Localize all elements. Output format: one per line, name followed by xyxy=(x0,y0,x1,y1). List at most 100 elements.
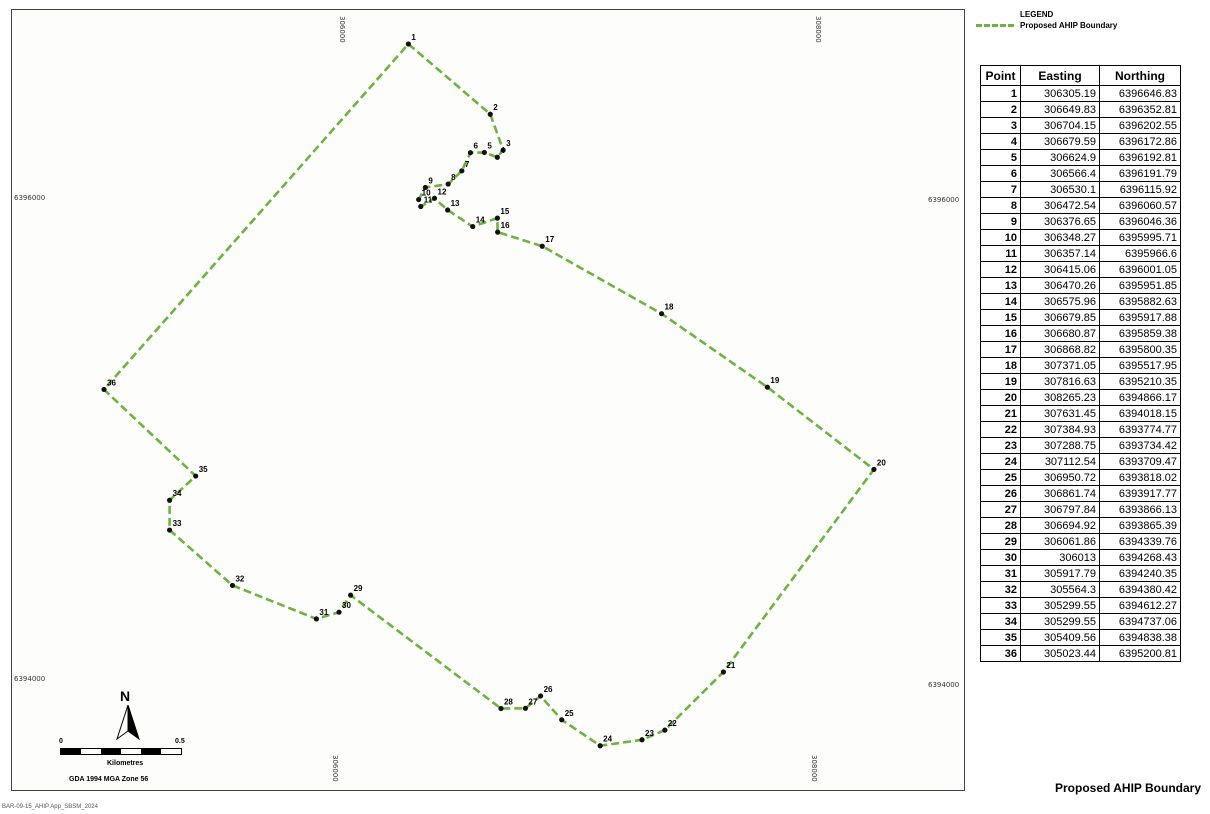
boundary-point-marker[interactable] xyxy=(720,669,727,675)
easting-cell: 307631.45 xyxy=(1020,405,1100,422)
boundary-point-marker[interactable] xyxy=(193,473,199,479)
boundary-point-marker[interactable] xyxy=(498,705,504,712)
easting-cell: 308265.23 xyxy=(1020,389,1100,406)
table-row: 11 306357.14 6395966.6 xyxy=(980,245,1181,262)
northing-cell: 6393865.39 xyxy=(1099,517,1181,534)
boundary-point-marker[interactable] xyxy=(539,243,545,249)
northing-cell: 6395951.85 xyxy=(1099,277,1181,294)
point-cell: 29 xyxy=(980,533,1021,550)
boundary-point-label: 17 xyxy=(545,235,554,244)
boundary-point-marker[interactable] xyxy=(405,41,412,47)
boundary-point-marker[interactable] xyxy=(445,181,451,187)
boundary-point-marker[interactable] xyxy=(166,527,173,533)
point-cell: 13 xyxy=(980,277,1021,294)
boundary-point-marker[interactable] xyxy=(416,196,422,203)
boundary-point-label: 6 xyxy=(473,142,478,151)
boundary-point-marker[interactable] xyxy=(764,384,770,390)
easting-cell: 307288.75 xyxy=(1020,437,1100,454)
boundary-point-label: 29 xyxy=(354,584,363,593)
table-row: 3 306704.15 6396202.55 xyxy=(980,117,1181,134)
point-cell: 7 xyxy=(980,181,1021,198)
northing-cell: 6396046.36 xyxy=(1099,213,1181,230)
point-cell: 36 xyxy=(980,645,1021,662)
boundary-point-marker[interactable] xyxy=(459,168,465,174)
northing-cell: 6396202.55 xyxy=(1099,117,1181,134)
boundary-point-marker[interactable] xyxy=(313,616,320,622)
point-cell: 31 xyxy=(980,565,1021,582)
boundary-point-marker[interactable] xyxy=(101,386,107,393)
boundary-point-marker[interactable] xyxy=(445,207,451,213)
northing-cell: 6394240.35 xyxy=(1099,565,1181,582)
boundary-point-marker[interactable] xyxy=(537,693,544,699)
boundary-point-marker[interactable] xyxy=(431,195,438,201)
northing-cell: 6395966.6 xyxy=(1099,245,1181,262)
point-cell: 27 xyxy=(980,501,1021,518)
boundary-point-marker[interactable] xyxy=(522,705,529,711)
boundary-point-marker[interactable] xyxy=(229,582,236,589)
boundary-point-marker[interactable] xyxy=(422,184,428,191)
table-row: 26 306861.74 6393917.77 xyxy=(980,485,1181,502)
map-frame[interactable]: 1 2 3 4 5 6 7 8 9 10 11 12 13 14 15 16 17 18 19 20 21 22 23 24 2… xyxy=(11,9,965,791)
easting-cell: 306013 xyxy=(1020,549,1100,566)
boundary-point-label: 23 xyxy=(645,729,654,738)
coordinate-table-body: 1 306305.19 6396646.83 2 306649.83 6396352.81… xyxy=(980,85,1181,662)
boundary-point-marker[interactable] xyxy=(418,203,424,210)
boundary-point-marker[interactable] xyxy=(871,466,877,472)
northing-cell: 6393866.13 xyxy=(1099,501,1181,518)
table-row: 29 306061.86 6394339.76 xyxy=(980,533,1181,550)
table-header-row: Point Easting Northing xyxy=(980,65,1181,86)
boundary-point-marker[interactable] xyxy=(494,154,500,160)
point-cell: 21 xyxy=(980,405,1021,422)
boundary-point-marker[interactable] xyxy=(481,149,487,156)
table-row: 1 306305.19 6396646.83 xyxy=(980,85,1181,102)
boundary-point-label: 8 xyxy=(451,173,456,182)
table-row: 4 306679.59 6396172.86 xyxy=(980,133,1181,150)
grid-label-bottom-left: 306000 xyxy=(331,755,339,782)
easting-cell: 307384.93 xyxy=(1020,421,1100,438)
easting-cell: 305564.3 xyxy=(1020,581,1100,598)
boundary-point-marker[interactable] xyxy=(348,592,354,598)
table-row: 10 306348.27 6395995.71 xyxy=(980,229,1181,246)
boundary-point-marker[interactable] xyxy=(500,147,506,153)
boundary-point-marker[interactable] xyxy=(166,497,173,503)
boundary-point-label: 14 xyxy=(476,216,485,225)
boundary-point-label: 32 xyxy=(235,574,244,583)
boundary-point-marker[interactable] xyxy=(658,311,665,317)
boundary-point-marker[interactable] xyxy=(597,743,603,749)
map-canvas[interactable]: 1234567891011121314151617181920212223242… xyxy=(12,10,966,792)
boundary-point-marker[interactable] xyxy=(494,215,500,221)
boundary-point-marker[interactable] xyxy=(467,150,474,156)
boundary-point-marker[interactable] xyxy=(336,609,342,615)
scale-bar xyxy=(60,748,182,755)
grid-label-top-left: 306000 xyxy=(338,16,346,43)
point-cell: 24 xyxy=(980,453,1021,470)
boundary-point-label: 26 xyxy=(544,685,553,694)
boundary-point-label: 15 xyxy=(500,207,509,216)
boundary-point-marker[interactable] xyxy=(470,223,476,230)
northing-cell: 6395859.38 xyxy=(1099,325,1181,342)
easting-cell: 305023.44 xyxy=(1020,645,1100,662)
boundary-point-marker[interactable] xyxy=(662,727,668,733)
table-row: 18 307371.05 6395517.95 xyxy=(980,357,1181,374)
northing-cell: 6396191.79 xyxy=(1099,165,1181,182)
point-cell: 30 xyxy=(980,549,1021,566)
boundary-point-label: 1 xyxy=(411,33,416,42)
boundary-point-label: 3 xyxy=(506,139,511,148)
table-row: 21 307631.45 6394018.15 xyxy=(980,405,1181,422)
table-row: 31 305917.79 6394240.35 xyxy=(980,565,1181,582)
easting-cell: 306950.72 xyxy=(1020,469,1100,486)
table-row: 33 305299.55 6394612.27 xyxy=(980,597,1181,614)
boundary-point-marker[interactable] xyxy=(495,229,501,235)
boundary-point-marker[interactable] xyxy=(639,737,645,743)
easting-cell: 307371.05 xyxy=(1020,357,1100,374)
grid-label-right-upper: 6396000 xyxy=(928,196,960,204)
point-cell: 10 xyxy=(980,229,1021,246)
boundary-point-label: 12 xyxy=(438,187,447,196)
easting-cell: 306861.74 xyxy=(1020,485,1100,502)
north-arrow-icon xyxy=(116,705,140,741)
table-row: 24 307112.54 6393709.47 xyxy=(980,453,1181,470)
boundary-point-marker[interactable] xyxy=(559,717,565,723)
boundary-point-marker[interactable] xyxy=(487,111,493,117)
easting-cell: 306305.19 xyxy=(1020,85,1100,102)
point-cell: 23 xyxy=(980,437,1021,454)
